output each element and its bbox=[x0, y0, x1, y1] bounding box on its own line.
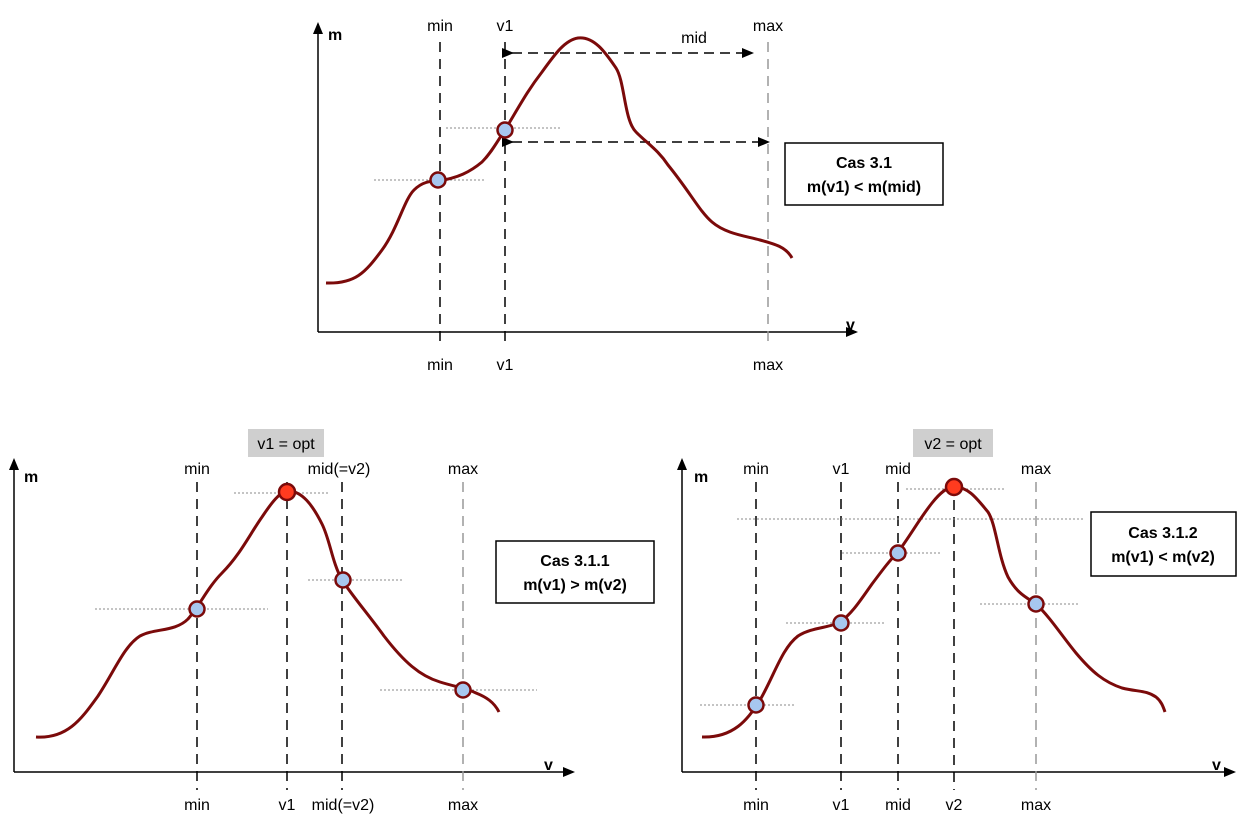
guide-label-max-top: max bbox=[448, 461, 478, 478]
guide-label-max-bottom: max bbox=[448, 797, 478, 814]
guide-label-mid-top: mid bbox=[681, 30, 707, 47]
guide-label-min-top: min bbox=[427, 18, 453, 35]
guide-label-mid-v2-top: mid(=v2) bbox=[308, 461, 371, 478]
point-mid-v2 bbox=[334, 571, 352, 589]
point-max bbox=[1027, 595, 1045, 613]
guide-label-max-bottom: max bbox=[1021, 797, 1051, 814]
case-condition: m(v1) < m(mid) bbox=[807, 179, 921, 196]
guide-label-max-bottom: max bbox=[753, 357, 783, 374]
point-v1 bbox=[832, 614, 850, 632]
guide-label-v1-bottom: v1 bbox=[279, 797, 296, 814]
panel-bottom-right: v2 = opt m v min v1 mid max min bbox=[677, 429, 1237, 814]
point-optimum-v2 bbox=[944, 477, 964, 497]
case-title: Cas 3.1 bbox=[836, 155, 892, 172]
panel-bottom-left: v1 = opt m v min mid(=v2) max min v1 mid… bbox=[9, 429, 655, 814]
optimum-badge-label: v1 = opt bbox=[257, 436, 315, 453]
case-box bbox=[784, 142, 944, 206]
guide-label-v1-bottom: v1 bbox=[497, 357, 514, 374]
panel-top: m v min v1 mid max min v1 max Cas 3.1 m(… bbox=[313, 18, 944, 374]
guide-label-mid-top: mid bbox=[885, 461, 911, 478]
guide-label-v2-bottom: v2 bbox=[946, 797, 963, 814]
guide-label-min-bottom: min bbox=[743, 797, 769, 814]
guide-label-mid-v2-bottom: mid(=v2) bbox=[312, 797, 375, 814]
guide-label-min-top: min bbox=[743, 461, 769, 478]
case-box bbox=[495, 540, 655, 604]
case-condition: m(v1) > m(v2) bbox=[523, 577, 627, 594]
guide-label-v1-top: v1 bbox=[833, 461, 850, 478]
guide-label-v1-top: v1 bbox=[497, 18, 514, 35]
x-axis-label: v bbox=[846, 317, 855, 334]
point-mid bbox=[889, 544, 907, 562]
guide-label-v1-bottom: v1 bbox=[833, 797, 850, 814]
point-min bbox=[188, 600, 206, 618]
objective-curve bbox=[35, 489, 501, 739]
case-title: Cas 3.1.2 bbox=[1128, 525, 1197, 542]
y-axis-label: m bbox=[328, 27, 342, 44]
case-box bbox=[1090, 511, 1237, 577]
point-v1 bbox=[496, 121, 514, 139]
guide-label-mid-bottom: mid bbox=[885, 797, 911, 814]
optimum-badge bbox=[248, 429, 324, 457]
x-axis-label: v bbox=[1212, 757, 1221, 774]
guide-label-min-bottom: min bbox=[427, 357, 453, 374]
point-max bbox=[454, 681, 472, 699]
x-axis-label: v bbox=[544, 757, 553, 774]
guide-label-min-top: min bbox=[184, 461, 210, 478]
y-axis-label: m bbox=[694, 469, 708, 486]
point-min bbox=[747, 696, 765, 714]
optimum-badge bbox=[913, 429, 993, 457]
guide-label-max-top: max bbox=[1021, 461, 1051, 478]
point-min bbox=[429, 171, 447, 189]
point-optimum-v1 bbox=[277, 482, 297, 502]
guide-label-min-bottom: min bbox=[184, 797, 210, 814]
case-condition: m(v1) < m(v2) bbox=[1111, 549, 1215, 566]
optimum-badge-label: v2 = opt bbox=[924, 436, 982, 453]
guide-label-max-top: max bbox=[753, 18, 783, 35]
y-axis-label: m bbox=[24, 469, 38, 486]
case-title: Cas 3.1.1 bbox=[540, 553, 609, 570]
objective-curve bbox=[325, 36, 794, 285]
